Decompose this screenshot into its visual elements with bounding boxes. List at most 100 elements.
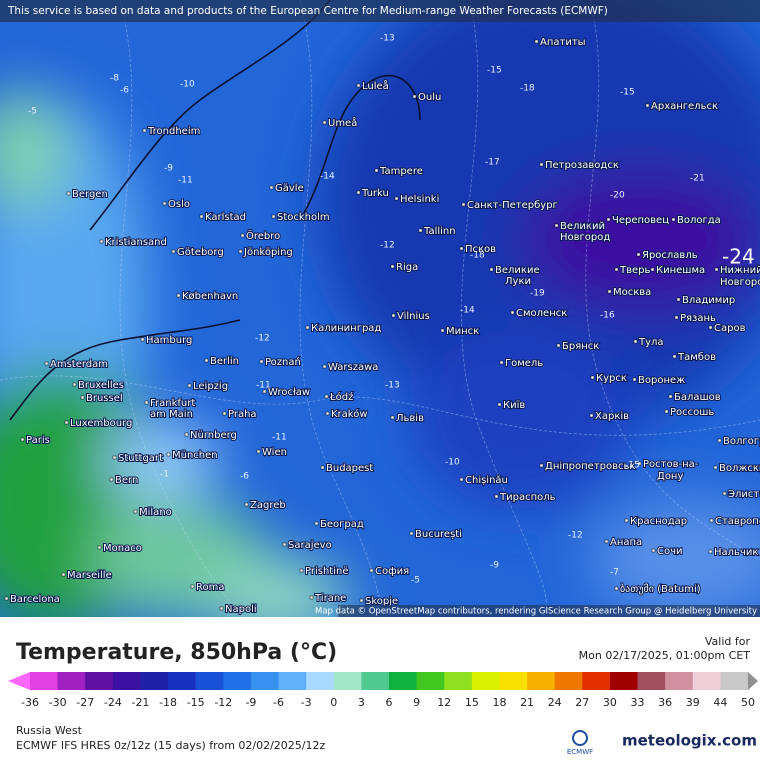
city-marker [133,509,138,514]
city-marker [459,246,464,251]
city-label: Paris [26,435,50,446]
city-label: Monaco [103,543,142,554]
city-marker [412,94,417,99]
city-label: München [172,450,218,461]
contour-label: -1 [160,470,169,480]
city-marker [61,572,66,577]
colorbar-arrow [8,672,30,690]
contour-label: -11 [256,381,271,391]
banner-bg [0,0,760,22]
city-label: Trondheim [147,126,200,137]
city-marker [282,542,287,547]
city-marker [171,249,176,254]
contour-label: -5 [411,576,420,586]
city-label: Prishtinë [305,566,348,577]
city-marker [497,402,502,407]
city-label: Псков [465,244,496,255]
city-label: Россошь [670,407,714,418]
city-marker [637,461,642,466]
city-label: Воронеж [638,375,685,386]
city-marker [356,190,361,195]
city-label: Bruxelles [78,380,124,391]
city-label: Örebro [246,229,280,242]
city-label: Рязань [680,313,716,324]
city-marker [72,382,77,387]
city-label: Praha [228,409,257,420]
city-label: Skopje [365,596,398,607]
city-label: Ставрополь [715,516,760,527]
city-label: Gävle [275,183,304,194]
contour-label: -15 [625,461,640,471]
city-marker [269,185,274,190]
city-marker [510,310,515,315]
contour-label: -6 [240,472,249,482]
city-label: Karlstad [205,212,246,223]
city-marker [604,539,609,544]
city-label: Москва [613,287,651,298]
city-label: Tampere [379,166,423,177]
contour-label: -12 [255,334,270,344]
colorbar-swatch [637,672,666,690]
colorbar-tick-label: 50 [741,696,755,709]
city-label: Владимир [682,295,735,306]
city-marker [676,297,681,302]
city-label: Краснодар [630,516,687,527]
city-marker [650,267,655,272]
colorbar-tick-label: 27 [575,696,589,709]
city-marker [394,196,399,201]
city-label: Göteborg [177,247,224,258]
city-label: Кинешма [656,265,705,276]
city-marker [80,395,85,400]
city-label: Череповец [612,215,669,226]
city-label: Wrocław [268,387,310,398]
colorbar-swatch [361,672,390,690]
city-marker [162,201,167,206]
city-label: Luxembourg [70,418,132,429]
colorbar-tick-label: -21 [131,696,149,709]
city-marker [664,409,669,414]
city-marker [614,267,619,272]
city-marker [633,339,638,344]
city-marker [409,531,414,536]
colorbar-swatch [85,672,114,690]
meteologix-logo[interactable]: meteologix.com [622,732,757,750]
city-label: Дону [657,471,683,482]
city-marker [624,518,629,523]
city-label: Marseille [67,570,112,581]
city-marker [140,337,145,342]
city-marker [539,162,544,167]
city-marker [534,39,539,44]
colorbar-swatch [306,672,335,690]
colorbar-swatch [416,672,445,690]
colorbar-tick-label: 39 [686,696,700,709]
city-label: Stuttgart [118,453,163,464]
contour-label: -10 [180,80,195,90]
colorbar-tick-label: 36 [658,696,672,709]
city-marker [459,477,464,482]
colorbar-tick-label: -24 [104,696,122,709]
contour-label: -12 [380,241,395,251]
city-label: Vilnius [397,311,430,322]
city-label: Новгород [560,232,610,243]
contour-label: -20 [610,191,625,201]
contour-label: -10 [445,458,460,468]
city-label: Oslo [168,199,190,210]
city-marker [489,267,494,272]
model-info: ECMWF IFS HRES 0z/12z (15 days) from 02/… [16,739,326,752]
contour-label: -16 [600,311,615,321]
city-label: Warszawa [328,362,378,373]
city-marker [184,432,189,437]
city-marker [204,358,209,363]
colorbar-tick-label: -12 [214,696,232,709]
city-marker [607,289,612,294]
colorbar-swatch [57,672,86,690]
city-label: Luleå [362,79,389,92]
city-label: Oulu [418,92,441,103]
legend-title: Temperature, 850hPa (°C) [16,640,337,665]
city-label: Волжский [719,463,760,474]
city-label: Kristiansand [105,237,167,248]
city-marker [187,383,192,388]
contour-label: -13 [380,34,395,44]
city-label: Київ [503,400,525,411]
city-label: Helsinki [400,194,439,205]
